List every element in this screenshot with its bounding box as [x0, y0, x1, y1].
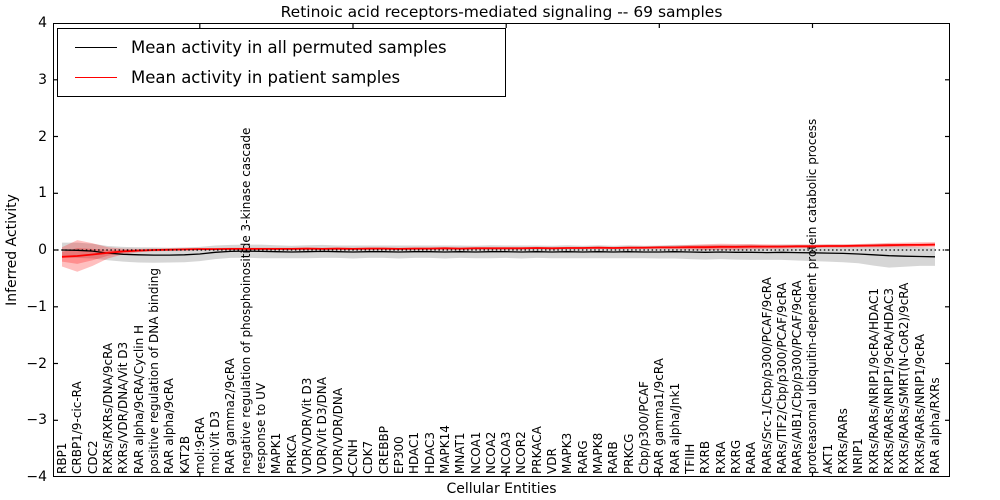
y-tick-label: 3	[38, 71, 47, 88]
patient-mean-line	[61, 243, 936, 258]
legend-box: Mean activity in all permuted samples Me…	[57, 28, 506, 97]
y-axis-label: Inferred Activity	[4, 194, 20, 306]
y-tick-label: −2	[26, 355, 47, 372]
chart-title: Retinoic acid receptors-mediated signali…	[280, 3, 723, 21]
y-tick-label: 4	[38, 15, 47, 31]
legend-item-permuted: Mean activity in all permuted samples	[58, 38, 505, 57]
y-tick-label: 0	[38, 242, 47, 258]
y-tick-label: −3	[26, 412, 47, 429]
x-axis-label: Cellular Entities	[446, 481, 557, 497]
permuted-line-swatch	[75, 47, 117, 49]
plot-svg	[53, 23, 950, 477]
y-tick-label: 2	[38, 128, 47, 145]
permuted-mean-line	[61, 249, 936, 258]
y-tick-label: 1	[38, 185, 47, 202]
legend-item-patient: Mean activity in patient samples	[58, 68, 505, 87]
y-tick-label: −4	[26, 469, 47, 485]
legend-label-patient: Mean activity in patient samples	[131, 67, 401, 87]
y-tick-label: −1	[26, 298, 47, 315]
patient-line-swatch	[75, 76, 117, 78]
legend-label-permuted: Mean activity in all permuted samples	[131, 38, 447, 58]
